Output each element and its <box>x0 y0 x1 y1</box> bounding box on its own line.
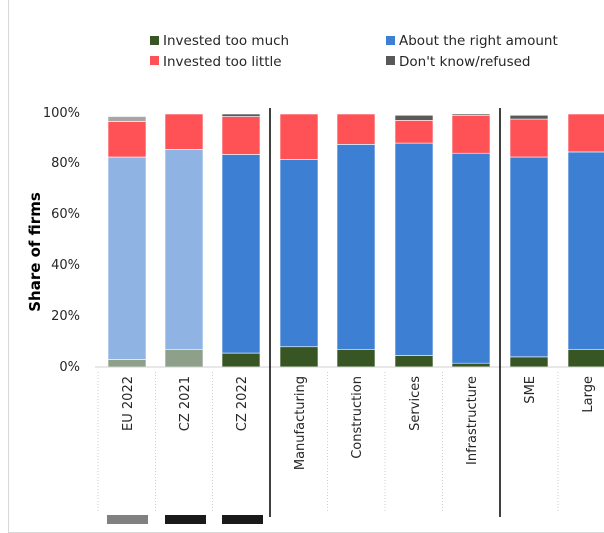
bar-eu-2022-about-the-right-amount <box>108 157 146 359</box>
y-tick-label: 80% <box>51 156 80 171</box>
legend-label-about-the-right-amount: About the right amount <box>399 33 558 49</box>
bar-sme-about-the-right-amount <box>510 157 548 357</box>
bar-infrastructure-invested-too-much <box>452 363 490 367</box>
category-labels: EU 2022 CZ 2021 CZ 2022 Manufacturing Constr… <box>121 376 596 470</box>
bar-sme-invested-too-little <box>510 119 548 157</box>
bar-large-invested-too-much <box>568 349 604 367</box>
bar-services-invested-too-much <box>395 356 433 367</box>
bar-sme-invested-too-much <box>510 357 548 367</box>
bar-cz-2022-invested-too-little <box>222 117 260 155</box>
x-tick-label-infrastructure: Infrastructure <box>465 376 480 465</box>
bar-manufacturing-about-the-right-amount <box>280 160 318 347</box>
y-axis-ticks: 0% 20% 40% 60% 80% 100% <box>43 106 80 375</box>
bar-construction-invested-too-much <box>337 349 375 367</box>
bar-construction-about-the-right-amount <box>337 144 375 349</box>
legend-swatch-dont-know-refused <box>386 56 395 65</box>
y-tick-label: 20% <box>51 309 80 324</box>
bar-infrastructure-about-the-right-amount <box>452 153 490 363</box>
reference-bar-cz-2021 <box>165 515 206 524</box>
reference-bars <box>107 515 263 524</box>
bar-cz-2022-invested-too-much <box>222 353 260 367</box>
x-tick-label-large: Large <box>581 376 596 413</box>
bar-services-dont-know-refused <box>395 115 433 120</box>
x-tick-label-services: Services <box>408 376 423 431</box>
bar-eu-2022-invested-too-little <box>108 122 146 157</box>
bar-eu-2022-invested-too-much <box>108 359 146 367</box>
bar-infrastructure-invested-too-little <box>452 115 490 153</box>
bar-services-invested-too-little <box>395 120 433 143</box>
bar-large-invested-too-little <box>568 114 604 152</box>
legend-label-invested-too-little: Invested too little <box>163 54 282 70</box>
legend-swatch-invested-too-little <box>150 56 159 65</box>
bar-sme-dont-know-refused <box>510 115 548 119</box>
legend-swatch-invested-too-much <box>150 36 159 45</box>
y-tick-label: 100% <box>43 106 80 121</box>
bar-cz-2021-invested-too-much <box>165 349 203 367</box>
bar-infrastructure-dont-know-refused <box>452 114 490 115</box>
bar-large-about-the-right-amount <box>568 152 604 349</box>
y-tick-label: 60% <box>51 207 80 222</box>
legend: Invested too much About the right amount… <box>150 33 558 70</box>
category-dividers <box>98 372 558 512</box>
reference-bar-eu-2022 <box>107 515 148 524</box>
bar-cz-2022-dont-know-refused <box>222 114 260 117</box>
x-tick-label-sme: SME <box>523 376 538 404</box>
legend-label-invested-too-much: Invested too much <box>163 33 289 49</box>
x-tick-label-cz-2022: CZ 2022 <box>235 376 250 431</box>
x-tick-label-eu-2022: EU 2022 <box>121 376 136 431</box>
bars-group <box>108 114 604 367</box>
legend-swatch-about-the-right-amount <box>386 36 395 45</box>
y-tick-label: 0% <box>59 360 80 375</box>
bar-construction-invested-too-little <box>337 114 375 144</box>
bar-manufacturing-invested-too-little <box>280 114 318 160</box>
y-axis-label: Share of firms <box>26 192 44 312</box>
bar-cz-2022-about-the-right-amount <box>222 154 260 353</box>
reference-bar-cz-2022 <box>222 515 263 524</box>
x-tick-label-construction: Construction <box>350 376 365 459</box>
bar-manufacturing-invested-too-much <box>280 347 318 367</box>
bar-services-about-the-right-amount <box>395 143 433 356</box>
x-tick-label-cz-2021: CZ 2021 <box>178 376 193 431</box>
y-tick-label: 40% <box>51 258 80 273</box>
bar-cz-2021-invested-too-little <box>165 114 203 149</box>
bar-cz-2021-about-the-right-amount <box>165 149 203 349</box>
legend-label-dont-know-refused: Don't know/refused <box>399 54 531 70</box>
x-tick-label-manufacturing: Manufacturing <box>293 376 308 470</box>
bar-eu-2022-dont-know-refused <box>108 117 146 122</box>
